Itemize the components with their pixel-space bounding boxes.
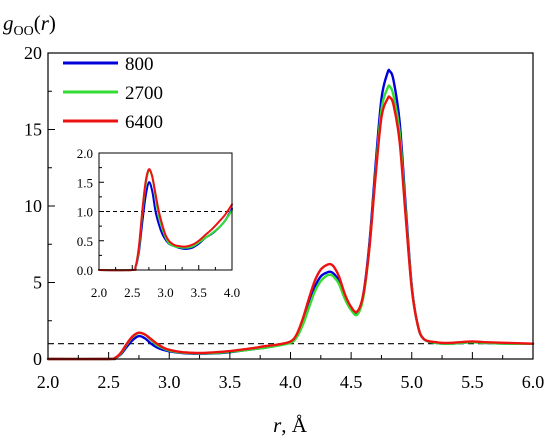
main-series-group (46, 68, 535, 361)
inset-x-tick-label: 3.5 (191, 285, 207, 300)
inset-x-tick-label: 2.0 (91, 285, 107, 300)
inset-series-line-3 (98, 168, 233, 272)
main-y-tick-label: 15 (24, 120, 42, 140)
legend-label-6400: 6400 (125, 112, 163, 133)
main-x-tick-label: 4.0 (279, 372, 302, 392)
main-x-tick-label: 5.5 (461, 372, 484, 392)
inset-x-tick-label: 4.0 (224, 285, 240, 300)
main-x-tick-label: 3.0 (158, 372, 181, 392)
inset-y-tick-label: 0.0 (77, 263, 93, 278)
inset-x-tick-label: 2.5 (124, 285, 140, 300)
y-axis-label-subscript: OO (14, 24, 34, 39)
legend: 800 2700 6400 (63, 54, 163, 133)
main-y-tick-label: 10 (24, 196, 42, 216)
main-x-tick-label: 3.5 (219, 372, 242, 392)
inset-y-tick-label: 1.5 (77, 175, 93, 190)
y-axis-label: gOO(r) (3, 11, 56, 39)
inset-y-tick-labels: 0.0 0.5 1.0 1.5 2.0 (77, 146, 93, 278)
main-x-tick-label: 2.0 (37, 372, 60, 392)
inset-y-tick-label: 0.5 (77, 234, 93, 249)
main-ticks-group (47, 52, 534, 360)
main-series-6400 (46, 95, 535, 361)
legend-label-800: 800 (125, 54, 154, 75)
main-x-tick-label: 5.0 (401, 372, 424, 392)
main-y-tick-label: 5 (33, 273, 42, 293)
legend-label-2700: 2700 (125, 83, 163, 104)
main-x-tick-label: 4.5 (340, 372, 363, 392)
main-x-tick-label: 6.0 (522, 372, 545, 392)
x-axis-label: r, Å (273, 413, 308, 437)
main-x-tick-label: 2.5 (97, 372, 120, 392)
main-y-tick-labels: 0 5 10 15 20 (24, 43, 42, 369)
inset-x-tick-label: 3.0 (157, 285, 173, 300)
inset-y-tick-label: 1.0 (77, 205, 93, 220)
inset-series-group (98, 168, 233, 272)
main-y-tick-label: 20 (24, 43, 42, 63)
inset-x-tick-labels: 2.0 2.5 3.0 3.5 4.0 (91, 285, 240, 300)
inset-ticks-group (98, 152, 233, 271)
main-x-tick-labels: 2.0 2.5 3.0 3.5 4.0 4.5 5.0 5.5 6.0 (37, 372, 545, 392)
inset-y-tick-label: 2.0 (77, 146, 93, 161)
main-y-tick-label: 0 (33, 349, 42, 369)
